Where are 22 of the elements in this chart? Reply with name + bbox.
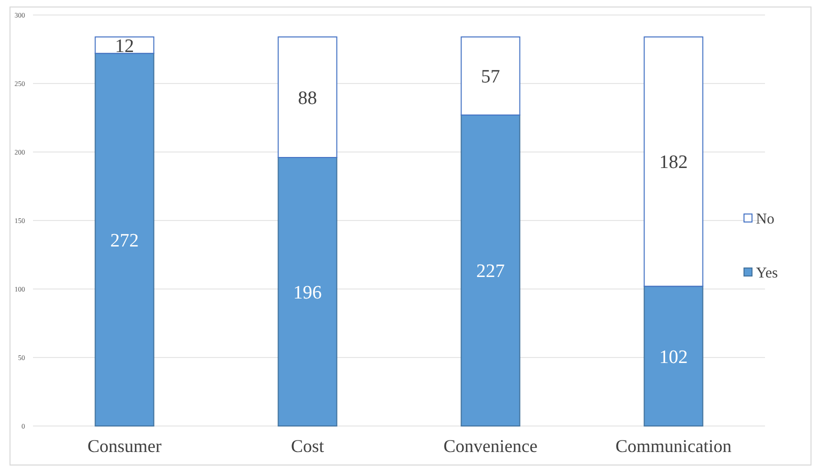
bar [94, 52, 154, 426]
bar [460, 114, 520, 426]
legend-label: Yes [756, 265, 778, 282]
bar [644, 36, 704, 287]
data-label: 102 [659, 346, 688, 368]
legend-label: No [756, 211, 774, 228]
x-tick-label: Communication [616, 436, 732, 456]
data-label: 227 [476, 261, 505, 282]
bar [460, 36, 520, 116]
bar [278, 36, 338, 158]
x-tick-label: Convenience [444, 436, 538, 456]
x-tick-label: Consumer [88, 436, 162, 456]
data-label: 196 [293, 282, 322, 304]
data-label: 182 [659, 152, 688, 174]
data-label: 88 [298, 88, 317, 109]
data-label: 57 [481, 66, 500, 88]
data-label: 12 [115, 36, 134, 57]
bar [94, 36, 154, 54]
bar [644, 286, 704, 426]
data-label: 272 [110, 230, 139, 252]
x-tick-label: Cost [290, 436, 324, 456]
bar [278, 156, 338, 426]
